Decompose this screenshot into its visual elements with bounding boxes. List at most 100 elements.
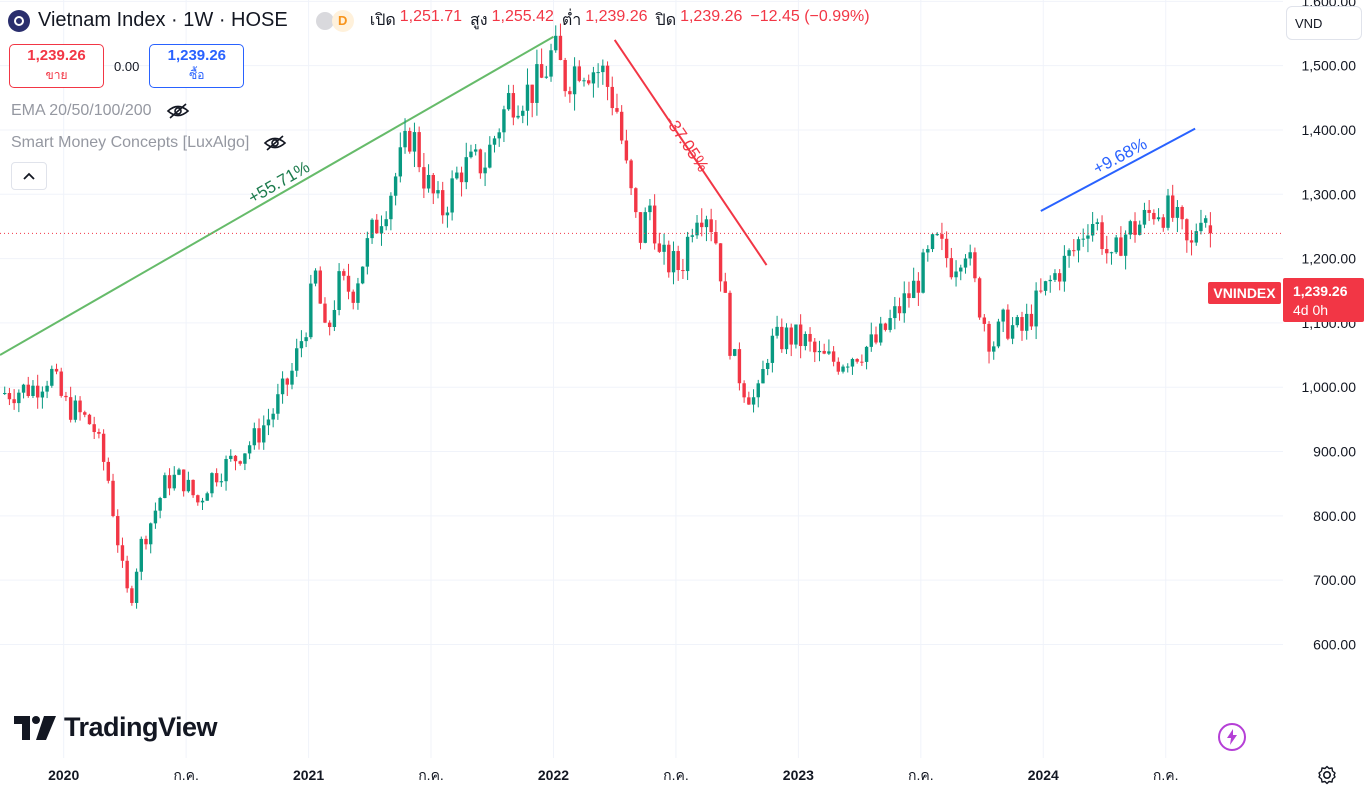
candle — [459, 166, 464, 197]
candle — [35, 374, 40, 409]
candle — [64, 391, 68, 402]
candle — [605, 61, 610, 101]
candle — [7, 387, 12, 406]
y-tick-label: 800.00 — [1313, 508, 1356, 524]
candle — [1194, 223, 1198, 246]
candle — [478, 148, 483, 179]
spread-value: 0.00 — [114, 58, 140, 74]
candle — [879, 316, 883, 346]
y-tick-label: 1,500.00 — [1302, 58, 1357, 74]
candle — [648, 198, 652, 221]
currency-select[interactable]: VND — [1286, 6, 1362, 40]
candle — [949, 247, 954, 280]
candle — [968, 244, 972, 266]
hidden-eye-icon[interactable] — [263, 134, 287, 152]
indicator-smc[interactable]: Smart Money Concepts [LuxAlgo] — [11, 134, 287, 152]
y-tick-label: 1,000.00 — [1302, 379, 1357, 395]
settings-gear-icon[interactable] — [1316, 764, 1338, 786]
change-value: −12.45 (−0.99%) — [750, 8, 870, 25]
candle — [761, 360, 765, 384]
currency-label: VND — [1295, 16, 1323, 31]
candle — [1100, 215, 1104, 255]
candle — [624, 129, 629, 164]
tradingview-logo[interactable]: TradingView — [14, 712, 218, 743]
collapse-legend-button[interactable] — [11, 162, 47, 190]
candle — [700, 208, 704, 237]
trend-line[interactable] — [0, 35, 554, 356]
candle — [874, 326, 878, 345]
candle — [299, 330, 304, 358]
candle — [233, 455, 238, 471]
trend-line[interactable] — [1040, 127, 1196, 212]
candle — [21, 383, 26, 399]
high-value: 1,255.42 — [491, 8, 554, 25]
time-axis[interactable]: 2020 ก.ค. 2021 ก.ค. 2022 ก.ค. 2023 ก.ค. 2024 ก.ค. — [48, 767, 1178, 783]
candle — [789, 323, 793, 357]
candle — [167, 468, 172, 496]
candle — [441, 181, 445, 224]
trend-line[interactable] — [613, 39, 768, 266]
candle — [1090, 211, 1095, 242]
symbol-title[interactable]: Vietnam Index · 1W · HOSE — [38, 9, 288, 31]
candle — [930, 232, 935, 253]
candle — [1203, 215, 1208, 228]
sell-button[interactable]: 1,239.26 ขาย — [9, 44, 104, 88]
lightning-icon[interactable] — [1218, 723, 1246, 751]
candle — [831, 346, 836, 367]
candle — [488, 136, 492, 169]
candle — [1010, 317, 1015, 345]
candle — [638, 212, 643, 250]
y-tick-label: 1,300.00 — [1302, 186, 1357, 202]
candle — [728, 290, 732, 360]
candle — [530, 84, 534, 118]
indicator-smc-label: Smart Money Concepts [LuxAlgo] — [11, 134, 250, 151]
candle — [473, 144, 478, 156]
close-label: ปิด — [655, 12, 677, 29]
candle — [54, 363, 59, 375]
ohlc-values: เปิด 1,251.71 สูง 1,255.42 ต่ำ 1,239.26 … — [370, 8, 874, 33]
hidden-eye-icon[interactable] — [166, 102, 190, 120]
candle — [681, 258, 685, 280]
x-tick-label: ก.ค. — [908, 767, 934, 783]
candle — [295, 338, 299, 377]
candle — [309, 274, 313, 340]
candle — [817, 340, 822, 362]
candle — [577, 60, 581, 83]
candle — [1015, 314, 1019, 328]
symbol-header: Vietnam Index · 1W · HOSE D เปิด 1,251.7… — [8, 8, 874, 33]
candle — [582, 77, 586, 87]
candle — [864, 345, 869, 370]
candle — [375, 214, 379, 234]
indicator-ema[interactable]: EMA 20/50/100/200 — [11, 102, 190, 120]
sell-price: 1,239.26 — [27, 47, 86, 64]
candle — [775, 315, 779, 339]
candle — [346, 263, 351, 300]
candle — [1138, 220, 1142, 236]
buy-button[interactable]: 1,239.26 ซื้อ — [149, 44, 245, 88]
candle — [572, 57, 577, 111]
candle — [163, 472, 167, 499]
candle — [464, 142, 468, 190]
candle — [1067, 248, 1071, 268]
x-tick-label: 2024 — [1028, 767, 1059, 783]
candle — [73, 395, 78, 423]
candle — [417, 126, 421, 173]
candle — [337, 263, 341, 316]
candle — [304, 332, 308, 348]
candle — [921, 248, 925, 294]
candle — [1128, 219, 1133, 240]
candle — [45, 380, 49, 399]
candle — [615, 93, 619, 114]
candle — [544, 65, 549, 79]
candle — [601, 59, 605, 85]
delayed-data-badge[interactable]: D — [331, 9, 354, 32]
candle — [996, 318, 1001, 349]
candle — [200, 497, 205, 511]
candle — [97, 428, 101, 439]
candle — [516, 105, 520, 120]
price-axis[interactable]: 600.00700.00800.00900.001,000.001,100.00… — [1302, 0, 1357, 652]
candle — [610, 76, 614, 116]
candle — [1006, 304, 1010, 341]
candle — [780, 318, 784, 353]
